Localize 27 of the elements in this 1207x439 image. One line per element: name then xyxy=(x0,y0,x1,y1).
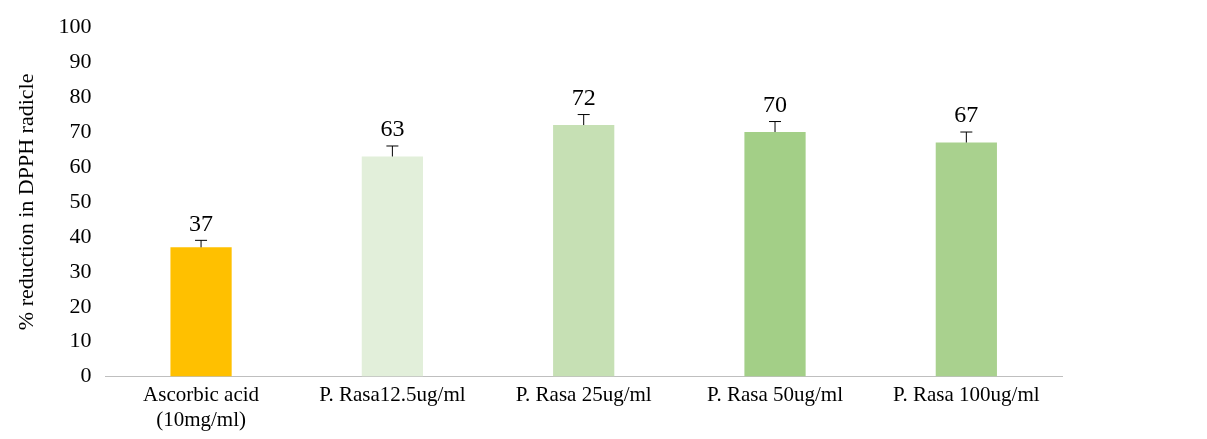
y-tick-label: 90 xyxy=(69,47,92,73)
y-tick-label: 50 xyxy=(69,187,92,213)
bar xyxy=(170,247,232,377)
y-tick-label: 70 xyxy=(69,117,92,143)
y-tick-label: 10 xyxy=(69,327,92,353)
y-axis-title: % reduction in DPPH radicle xyxy=(12,73,38,331)
x-tick-label: P. Rasa 100ug/ml xyxy=(893,381,1040,406)
data-label: 67 xyxy=(954,101,979,128)
y-tick-label: 30 xyxy=(69,257,92,283)
y-tick-label: 100 xyxy=(58,12,92,38)
bar xyxy=(361,156,423,377)
y-tick-label: 0 xyxy=(80,362,92,388)
y-tick-label: 80 xyxy=(69,82,92,108)
y-tick-label: 40 xyxy=(69,222,92,248)
data-label: 72 xyxy=(571,83,596,110)
bar xyxy=(935,142,997,377)
data-label: 37 xyxy=(189,209,214,236)
bar xyxy=(553,125,615,377)
data-label: 70 xyxy=(763,90,788,117)
x-tick-label: Ascorbic acid (10mg/ml) xyxy=(143,381,260,431)
bar xyxy=(744,132,806,377)
data-label: 63 xyxy=(380,115,405,142)
x-tick-label: P. Rasa12.5ug/ml xyxy=(319,381,466,406)
x-tick-label: P. Rasa 50ug/ml xyxy=(707,381,844,406)
y-tick-label: 20 xyxy=(69,292,92,318)
x-tick-label: P. Rasa 25ug/ml xyxy=(515,381,652,406)
y-tick-label: 60 xyxy=(69,152,92,178)
